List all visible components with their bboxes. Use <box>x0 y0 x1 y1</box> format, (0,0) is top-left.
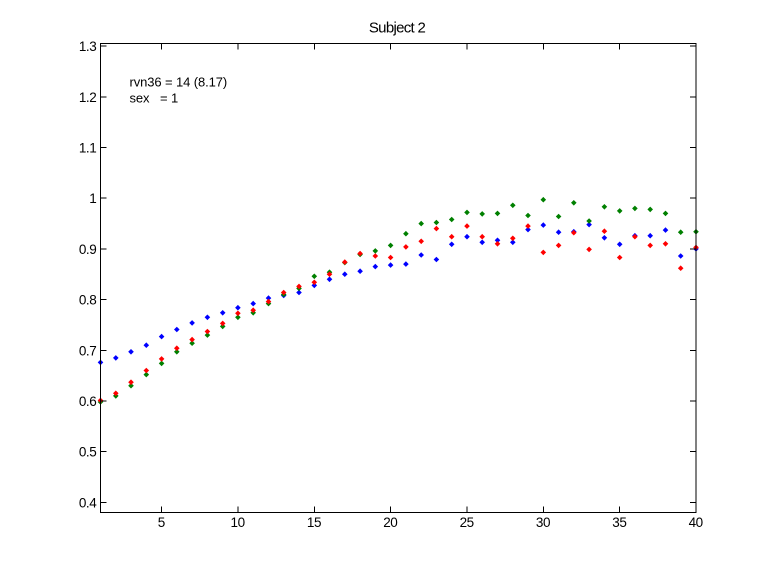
svg-text:0.6: 0.6 <box>79 394 97 409</box>
svg-text:1: 1 <box>89 191 96 206</box>
svg-text:0.7: 0.7 <box>79 343 97 358</box>
svg-text:10: 10 <box>230 515 244 530</box>
svg-text:rvn36 = 14 (8.17): rvn36 = 14 (8.17) <box>130 74 228 89</box>
svg-text:5: 5 <box>158 515 165 530</box>
svg-text:40: 40 <box>689 515 703 530</box>
svg-text:0.5: 0.5 <box>79 445 97 460</box>
svg-text:25: 25 <box>460 515 474 530</box>
svg-text:sex = 1: sex = 1 <box>130 91 179 106</box>
svg-text:15: 15 <box>307 515 321 530</box>
svg-text:Subject 2: Subject 2 <box>369 19 426 36</box>
svg-text:30: 30 <box>536 515 550 530</box>
svg-text:1.1: 1.1 <box>79 141 97 156</box>
svg-text:1.2: 1.2 <box>79 90 97 105</box>
svg-text:0.9: 0.9 <box>79 242 97 257</box>
svg-text:35: 35 <box>612 515 626 530</box>
svg-text:0.8: 0.8 <box>79 293 97 308</box>
svg-text:1.3: 1.3 <box>79 39 97 54</box>
svg-text:0.4: 0.4 <box>79 495 97 510</box>
svg-text:20: 20 <box>383 515 397 530</box>
